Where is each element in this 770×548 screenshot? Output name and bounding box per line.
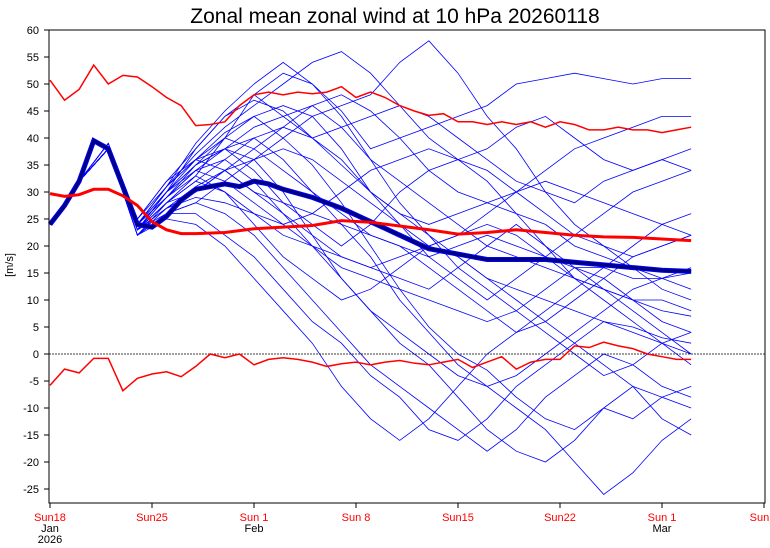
y-tick-label: 25: [27, 214, 39, 226]
y-tick-label: 5: [33, 322, 39, 334]
ensemble-member-line: [49, 142, 692, 366]
ensemble-member-line: [49, 72, 692, 231]
ensemble-member-line: [49, 148, 692, 247]
ensemble-member-line: [49, 137, 692, 387]
climatology-mean-line: [49, 187, 692, 243]
y-tick-label: 0: [33, 349, 39, 361]
x-tick-label: Sun 1: [240, 512, 269, 524]
x-month-label: Jan: [41, 523, 59, 535]
ensemble-mean-line: [48, 138, 692, 273]
ensemble-member-line: [49, 148, 692, 258]
plot-area: -25 -20 -15 -10 -5 0 5 10 15 20 25 30 35 40 45 50 55 60 Su…: [23, 25, 770, 546]
y-tick-label: -25: [23, 484, 39, 496]
x-tick-label: Sun 8: [342, 512, 371, 524]
x-tick-label: Sun18: [34, 512, 66, 524]
ensemble-member-line: [49, 148, 692, 317]
x-tick-label: Sun25: [136, 512, 168, 524]
x-month-label: Mar: [653, 523, 672, 535]
x-tick-label: Sun15: [442, 512, 474, 524]
ensemble-member-line: [49, 142, 692, 279]
y-tick-label: 15: [27, 268, 39, 280]
y-tick-label: -5: [29, 376, 39, 388]
y-tick-label: 45: [27, 106, 39, 118]
chart-title: Zonal mean zonal wind at 10 hPa 20260118: [190, 5, 599, 28]
ensemble-member-line: [49, 148, 692, 333]
y-tick-label: 60: [27, 25, 39, 37]
climatology-max-line: [49, 63, 692, 134]
y-tick-label: 50: [27, 79, 39, 91]
ensemble-member-line: [49, 148, 692, 463]
y-tick-label: 20: [27, 241, 39, 253]
x-year-label: 2026: [38, 534, 62, 546]
y-tick-label: 10: [27, 295, 39, 307]
ensemble-member-line: [49, 115, 692, 436]
y-tick-label: 55: [27, 52, 39, 64]
ensemble-member-line: [49, 105, 692, 312]
x-tick-label: Sun 1: [648, 512, 677, 524]
ensemble-member-line: [49, 148, 692, 398]
y-tick-label: -15: [23, 430, 39, 442]
y-tick-label: -20: [23, 457, 39, 469]
ensemble-member-line: [49, 148, 692, 495]
ensemble-member-line: [49, 94, 692, 290]
y-tick-label: 40: [27, 133, 39, 145]
ensemble-member-line: [49, 148, 692, 355]
ensemble-member-line: [49, 148, 692, 452]
x-tick-label: Sun 8: [750, 512, 770, 524]
x-tick-label: Sun22: [544, 512, 576, 524]
climatology-min-line: [49, 341, 692, 392]
plot-frame: [48, 29, 766, 504]
x-month-label: Feb: [245, 523, 264, 535]
y-axis-label: [m/s]: [4, 253, 16, 277]
ensemble-member-line: [49, 105, 692, 301]
y-tick-label: -10: [23, 403, 39, 415]
y-tick-label: 30: [27, 187, 39, 199]
ensemble-member-line: [49, 51, 692, 226]
y-tick-label: 35: [27, 160, 39, 172]
